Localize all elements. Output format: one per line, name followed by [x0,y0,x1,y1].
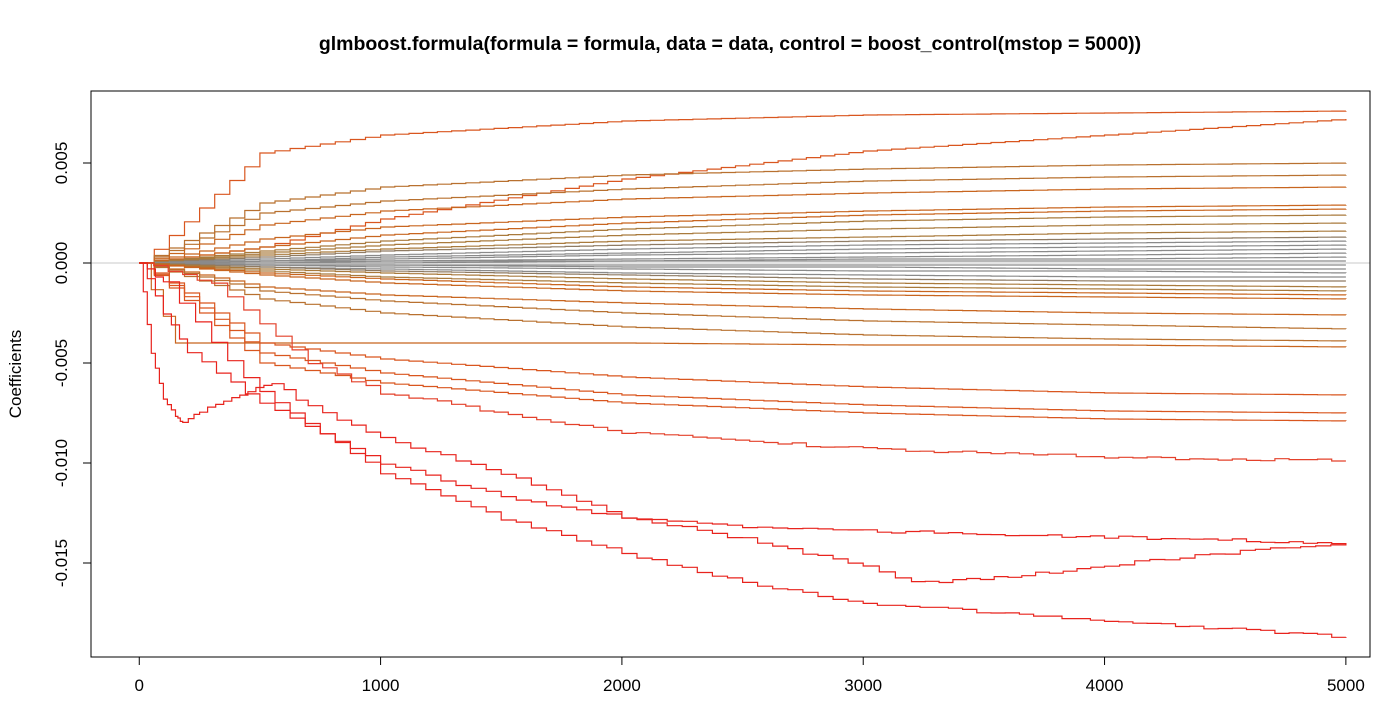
x-tick-label: 0 [135,676,144,695]
coefficient-path-37 [139,262,1347,638]
y-tick-label: 0.005 [52,142,71,185]
coefficient-path-16 [139,256,1347,264]
x-axis: 0 1000 2000 3000 4000 5000 [135,656,1365,695]
coefficient-path-7 [139,208,1347,264]
coefficient-path-3 [139,162,1347,264]
coefficient-path-36 [139,262,1347,545]
coefficient-path-33 [139,262,1347,422]
coefficient-path-5 [139,186,1347,264]
coefficient-path-14 [139,248,1347,264]
x-tick-label: 2000 [603,676,641,695]
coefficient-path-20 [139,262,1347,274]
coefficient-path-34 [139,262,1346,462]
y-tick-label: -0.010 [52,439,71,487]
coefficient-path-10 [139,230,1347,264]
coefficient-path-25 [139,262,1347,296]
coefficient-path-24 [139,262,1347,292]
coefficient-path-17 [139,260,1346,264]
coefficient-path-2 [139,119,1347,264]
coefficient-path-31 [139,262,1347,396]
series-layer [139,110,1347,638]
coefficient-path-13 [139,244,1347,264]
x-tick-label: 4000 [1086,676,1124,695]
chart-title: glmboost.formula(formula = formula, data… [318,33,1142,55]
coefficient-path-27 [139,262,1347,316]
y-axis-label: Coefficients [6,330,25,419]
x-tick-label: 5000 [1327,676,1365,695]
coefficient-path-11 [139,236,1347,264]
coefficient-path-35 [139,262,1347,584]
coefficient-path-26 [139,262,1347,300]
y-tick-label: 0.000 [52,242,71,285]
coefficient-path-19 [139,262,1346,270]
coefficient-path-32 [139,262,1347,414]
coefficient-path-30 [139,262,1347,348]
y-axis: -0.015 -0.010 -0.005 0.000 0.005 [52,142,92,587]
coefficient-path-4 [139,174,1347,264]
coefficient-path-12 [139,240,1347,264]
y-tick-label: -0.015 [52,539,71,587]
coefficient-path-29 [139,262,1347,342]
coefficient-path-9 [139,222,1347,264]
y-tick-label: -0.005 [52,339,71,387]
coefficient-path-22 [139,262,1346,282]
coefficient-path-8 [139,214,1347,264]
coefficient-path-1 [139,110,1347,264]
coefficient-path-28 [139,262,1347,330]
coefficient-path-6 [139,204,1347,264]
x-tick-label: 3000 [844,676,882,695]
coefficient-path-23 [139,262,1347,288]
x-tick-label: 1000 [362,676,400,695]
coefficient-path-21 [139,262,1346,278]
